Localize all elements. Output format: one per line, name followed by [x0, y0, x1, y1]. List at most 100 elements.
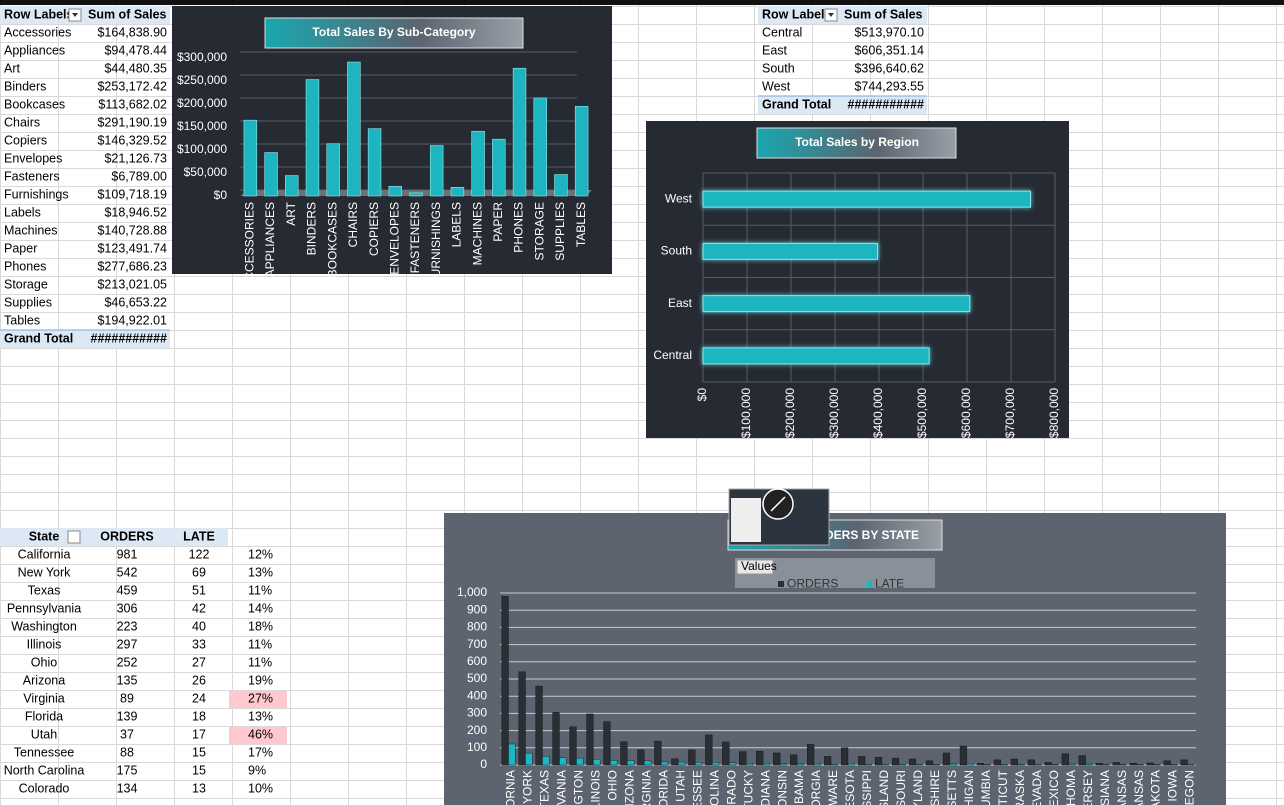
bar: [471, 130, 485, 197]
y-tick-label: 100: [467, 740, 487, 754]
x-tick-label: LLINOIS: [589, 770, 603, 805]
bar: [1078, 755, 1086, 766]
total-row: [0, 330, 170, 348]
row-value: $109,718.19: [97, 187, 167, 201]
bar: [576, 757, 584, 766]
table-cell: 17: [192, 727, 206, 741]
bar: [874, 757, 883, 766]
row-label: South: [762, 61, 795, 75]
x-tick-label: $0: [695, 388, 709, 402]
bar: [501, 596, 509, 766]
bar: [512, 67, 527, 197]
header-cell: Sum of Sales: [88, 7, 167, 21]
bar: [1017, 764, 1025, 766]
bar: [450, 186, 465, 197]
row-value: $46,653.22: [104, 295, 167, 309]
bar: [1112, 762, 1120, 766]
legend-swatch: [866, 581, 872, 587]
legend-swatch: [778, 581, 784, 587]
x-tick-label: PHONES: [512, 202, 526, 253]
bar: [326, 143, 340, 197]
legend-label: LATE: [875, 577, 904, 591]
bar: [728, 762, 737, 766]
x-tick-label: FURNISHINGS: [429, 202, 443, 285]
chart-title: DERS BY STATE: [825, 528, 919, 542]
thumbnail-sheet: [731, 498, 761, 542]
bar: [908, 758, 917, 766]
table-cell: Arizona: [23, 673, 65, 687]
x-tick-label: AHOMA: [1064, 770, 1078, 805]
bar: [705, 734, 713, 766]
x-tick-label: BOOKCASES: [325, 202, 339, 277]
bar: [1034, 764, 1042, 766]
x-tick-label: DIANA: [758, 770, 772, 805]
row-label: Envelopes: [4, 151, 62, 165]
x-tick-label: $100,000: [739, 388, 753, 438]
row-value: $140,728.88: [97, 223, 167, 237]
row-label: Art: [4, 61, 21, 75]
y-tick-label: 600: [467, 654, 487, 668]
bar: [949, 763, 957, 766]
table-cell: 15: [192, 763, 206, 777]
x-tick-label: W YORK: [521, 770, 535, 805]
x-tick-label: $400,000: [871, 388, 885, 438]
row-value: $513,970.10: [854, 25, 924, 39]
table-cell: 13%: [248, 565, 273, 579]
bar: [429, 145, 444, 197]
bar: [796, 763, 805, 766]
x-tick-label: $200,000: [783, 388, 797, 438]
x-tick-label: EVADA: [1030, 770, 1044, 805]
x-tick-label: RYLAND: [911, 770, 925, 805]
x-tick-label: LABELS: [450, 202, 464, 247]
legend-title-box: [736, 559, 774, 575]
row-value: $744,293.55: [854, 79, 924, 93]
table-cell: 11%: [248, 583, 272, 597]
row-value: $253,172.42: [97, 79, 167, 93]
total-row: [758, 96, 927, 114]
bar: [702, 347, 930, 365]
bar: [702, 190, 1031, 208]
bar: [586, 713, 594, 766]
x-tick-label: DAKOTA: [1149, 770, 1163, 805]
x-tick-label: BRASKA: [1013, 770, 1027, 805]
y-tick-label: $300,000: [177, 50, 227, 64]
table-cell: 15: [192, 745, 206, 759]
row-label: Tables: [4, 313, 40, 327]
x-tick-label: ORGIA: [809, 770, 823, 805]
x-tick-label: ART: [284, 201, 298, 225]
y-tick-label: $250,000: [177, 73, 227, 87]
bar: [1061, 753, 1069, 766]
total-label: Grand Total: [762, 97, 831, 111]
bar: [695, 762, 703, 766]
bar: [745, 763, 754, 766]
header-row: [0, 528, 228, 546]
table-cell: 42: [192, 601, 206, 615]
table-cell: 26: [192, 673, 206, 687]
bar: [1085, 763, 1093, 766]
row-label: Chairs: [4, 115, 40, 129]
table-cell: Florida: [25, 709, 63, 723]
table-cell: 17%: [248, 745, 273, 759]
bar: [569, 726, 577, 766]
table-cell: 51: [192, 583, 206, 597]
table-cell: Tennessee: [14, 745, 75, 759]
filter-arrow: [72, 13, 78, 17]
x-tick-label: NESOTA: [843, 770, 857, 805]
row-value: $21,126.73: [104, 151, 167, 165]
table-cell: 981: [117, 547, 138, 561]
x-tick-label: NTUCKY: [741, 770, 755, 805]
y-tick-label: $200,000: [177, 96, 227, 110]
x-tick-label: TEXAS: [538, 770, 552, 805]
sort-button[interactable]: [67, 530, 81, 544]
row-value: $396,640.62: [854, 61, 924, 75]
row-value: $18,946.52: [104, 205, 167, 219]
x-tick-label: SISSIPPI: [860, 770, 874, 805]
bar: [942, 752, 951, 766]
x-tick-label: LVANIA: [555, 770, 569, 805]
table-cell: 33: [192, 637, 206, 651]
bar: [779, 763, 788, 766]
bar: [533, 97, 547, 197]
x-tick-label: UMBIA: [979, 770, 993, 805]
bar: [535, 685, 543, 766]
